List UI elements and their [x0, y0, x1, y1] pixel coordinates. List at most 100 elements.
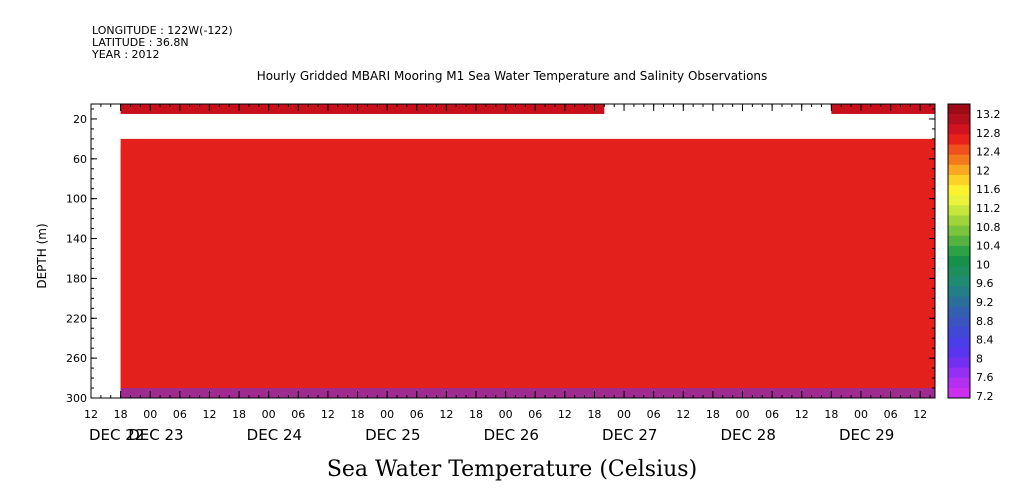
colorbar-swatch [948, 225, 970, 237]
colorbar-label: 7.6 [976, 371, 994, 384]
x-tick-label: 12 [84, 408, 98, 421]
x-tick-label: 00 [499, 408, 513, 421]
x-tick-label: 00 [143, 408, 157, 421]
y-tick-label: 180 [66, 272, 87, 285]
x-tick-label: 00 [617, 408, 631, 421]
x-tick-label: 12 [321, 408, 335, 421]
colorbar-frame [947, 103, 971, 399]
x-tick-label: 18 [351, 408, 365, 421]
colorbar: 13.2 12.8 12.4 12 11.6 11.2 10.8 10.4 10 9.6 9.2 8.… [947, 103, 1001, 403]
x-tick-label: 06 [410, 408, 424, 421]
colorbar-label: 10.8 [976, 221, 1001, 234]
x-day-label: DEC 25 [365, 426, 420, 444]
x-tick-label: 06 [884, 408, 898, 421]
colorbar-swatch [948, 215, 970, 227]
y-tick-label: 300 [66, 392, 87, 405]
colorbar-swatch [948, 114, 970, 125]
x-tick-label: 12 [558, 408, 572, 421]
x-tick-label: 06 [291, 408, 305, 421]
colorbar-swatch [948, 357, 970, 369]
axes: 20 60 100 140 180 220 260 300 12 18 00 06 12 18 00 06 12… [66, 103, 936, 444]
colorbar-swatch [948, 367, 970, 379]
colorbar-swatch [948, 124, 970, 135]
x-tick-label: 06 [647, 408, 661, 421]
colorbar-label: 12 [976, 164, 990, 177]
chart-title: Hourly Gridded MBARI Mooring M1 Sea Wate… [257, 69, 768, 83]
y-tick-label: 260 [66, 352, 87, 365]
colorbar-swatch [948, 185, 970, 196]
x-tick-label: 00 [736, 408, 750, 421]
plot-area [120, 104, 936, 399]
colorbar-swatch [948, 327, 970, 338]
x-day-label: DEC 29 [839, 426, 894, 444]
colorbar-swatch [948, 387, 970, 399]
x-tick-label: 12 [795, 408, 809, 421]
surface-strip [831, 104, 935, 114]
colorbar-swatch [948, 164, 970, 176]
x-tick-label: 18 [706, 408, 720, 421]
x-tick-label: 12 [676, 408, 690, 421]
colorbar-swatch [948, 306, 970, 318]
colorbar-swatch [948, 296, 970, 308]
x-day-label: DEC 28 [721, 426, 776, 444]
colorbar-label: 8 [976, 352, 983, 365]
x-tick-label: 00 [380, 408, 394, 421]
latitude-label: LATITUDE : 36.8N [92, 36, 189, 49]
colorbar-swatch [948, 316, 970, 328]
x-day-label: DEC 27 [602, 426, 657, 444]
year-label: YEAR : 2012 [92, 48, 160, 61]
surface-strip [120, 104, 605, 114]
colorbar-swatch [948, 337, 970, 348]
colorbar-swatch [948, 154, 970, 166]
x-day-label: DEC 24 [247, 426, 302, 444]
colorbar-label: 7.2 [976, 390, 994, 403]
colorbar-swatch [948, 256, 970, 267]
colorbar-swatch [948, 276, 970, 287]
colorbar-swatch [948, 144, 970, 156]
x-day-label: DEC 23 [128, 426, 183, 444]
colorbar-swatch [948, 377, 970, 389]
x-day-label: DEC 26 [484, 426, 539, 444]
colorbar-swatch [948, 235, 970, 247]
y-tick-label: 220 [66, 312, 87, 325]
x-tick-label: 12 [439, 408, 453, 421]
colorbar-swatch [948, 266, 970, 277]
longitude-label: LONGITUDE : 122W(-122) [92, 24, 233, 37]
colorbar-swatch [948, 174, 970, 186]
x-tick-label: 18 [587, 408, 601, 421]
x-tick-label: 18 [114, 408, 128, 421]
colorbar-swatch [948, 245, 970, 257]
colorbar-label: 11.2 [976, 202, 1001, 215]
x-tick-label: 12 [202, 408, 216, 421]
colorbar-label: 12.8 [976, 127, 1001, 140]
colorbar-label: 8.4 [976, 334, 994, 347]
x-tick-label: 06 [528, 408, 542, 421]
colorbar-swatch [948, 205, 970, 217]
y-tick-label: 60 [73, 153, 87, 166]
y-tick-label: 140 [66, 233, 87, 246]
x-axis-label: Sea Water Temperature (Celsius) [327, 457, 697, 482]
y-axis-label: DEPTH (m) [35, 223, 49, 288]
colorbar-label: 10.4 [976, 240, 1001, 253]
colorbar-label: 11.6 [976, 183, 1001, 196]
x-tick-label: 18 [824, 408, 838, 421]
colorbar-label: 8.8 [976, 315, 994, 328]
y-tick-label: 100 [66, 193, 87, 206]
colorbar-label: 12.4 [976, 146, 1001, 159]
x-tick-label: 06 [173, 408, 187, 421]
x-tick-label: 18 [232, 408, 246, 421]
colorbar-label: 10 [976, 258, 990, 271]
y-tick-label: 20 [73, 113, 87, 126]
colorbar-label: 13.2 [976, 108, 1001, 121]
deep-band [120, 388, 936, 398]
x-tick-label: 00 [262, 408, 276, 421]
temperature-band [120, 138, 936, 399]
x-day-label: DEC 22 [89, 426, 144, 444]
colorbar-swatch [948, 286, 970, 298]
x-tick-label: 00 [854, 408, 868, 421]
colorbar-label: 9.2 [976, 296, 994, 309]
colorbar-swatch [948, 347, 970, 358]
colorbar-label: 9.6 [976, 277, 994, 290]
colorbar-swatch [948, 134, 970, 146]
